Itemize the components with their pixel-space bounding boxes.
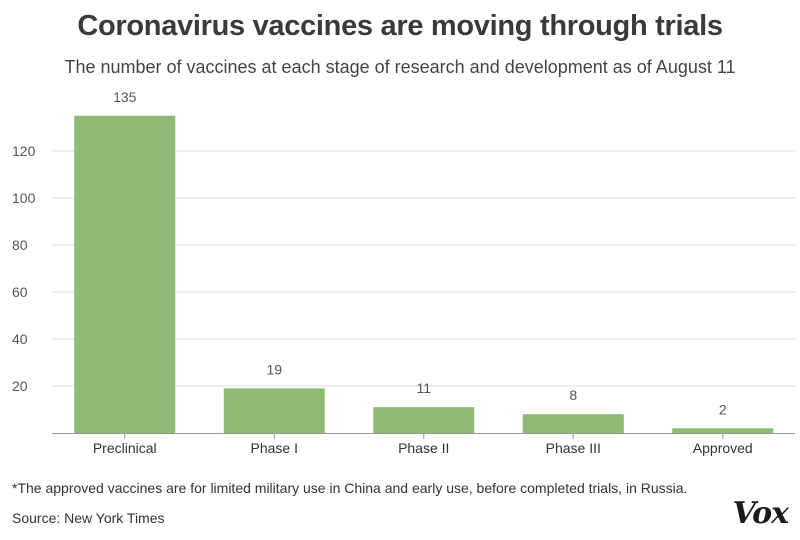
y-tick-label: 80 — [12, 237, 28, 253]
gridlines — [52, 150, 795, 387]
data-label: 2 — [719, 401, 727, 417]
x-tick-label: Approved — [693, 440, 753, 456]
y-tick-label: 20 — [12, 378, 28, 394]
chart-subtitle: The number of vaccines at each stage of … — [64, 57, 736, 77]
chart-title: Coronavirus vaccines are moving through … — [77, 10, 723, 42]
data-label: 8 — [569, 387, 577, 403]
x-tick-label: Phase III — [546, 440, 601, 456]
labels: 20 40 60 80 100 120 135 Preclinical 19 Phase I 11 P… — [12, 89, 753, 456]
bar — [672, 428, 774, 433]
bar — [373, 407, 475, 433]
x-tick-label: Preclinical — [93, 440, 157, 456]
y-tick-label: 40 — [12, 331, 28, 347]
source-note: Source: New York Times — [12, 510, 165, 526]
x-axis — [52, 433, 795, 439]
x-tick-label: Phase II — [398, 440, 449, 456]
vox-logo: Vox — [732, 496, 789, 531]
x-tick-label: Phase I — [251, 440, 298, 456]
bars — [74, 115, 774, 433]
data-label: 11 — [416, 380, 431, 396]
data-label: 19 — [266, 361, 282, 377]
y-tick-label: 100 — [12, 190, 36, 206]
bar-chart: 20 40 60 80 100 120 135 Preclinical 19 Phase I 11 P… — [12, 89, 795, 456]
bar — [74, 115, 176, 433]
y-tick-label: 60 — [12, 284, 28, 300]
data-label: 135 — [113, 89, 137, 105]
bar — [223, 388, 325, 433]
footnote: *The approved vaccines are for limited m… — [12, 480, 688, 496]
bar — [522, 414, 624, 433]
y-tick-label: 120 — [12, 143, 36, 159]
